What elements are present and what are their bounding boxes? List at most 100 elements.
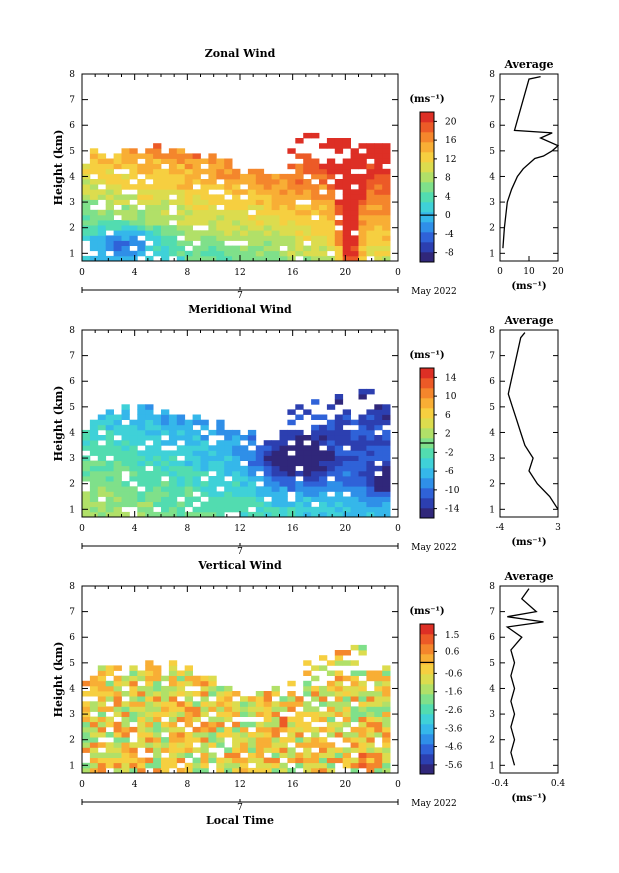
heatmap-cell	[295, 209, 304, 216]
heatmap-cell	[121, 220, 130, 226]
heatmap-cell	[342, 230, 351, 236]
heatmap-cell	[145, 255, 154, 262]
heatmap-cell	[89, 506, 99, 513]
heatmap-cell	[350, 235, 359, 241]
heatmap-cell	[200, 245, 209, 252]
heatmap-cell	[382, 670, 391, 676]
heatmap-cell	[97, 711, 107, 717]
heatmap-cell	[311, 706, 320, 712]
heatmap-cell	[168, 680, 178, 687]
y-tick-label: 2	[69, 480, 75, 490]
heatmap-cell	[374, 691, 383, 697]
heatmap-cell	[216, 230, 225, 236]
heatmap-cell	[232, 752, 241, 758]
heatmap-cell	[263, 194, 272, 200]
heatmap-cell	[374, 445, 383, 451]
heatmap-cell	[168, 496, 178, 502]
heatmap-cell	[89, 762, 99, 769]
heatmap-cell	[208, 685, 217, 692]
heatmap-cell	[232, 429, 241, 436]
heatmap-cell	[366, 721, 375, 728]
heatmap-cell	[137, 419, 146, 426]
heatmap-cell	[137, 696, 146, 702]
heatmap-cell	[303, 496, 312, 502]
heatmap-cell	[311, 173, 320, 180]
heatmap-cell	[200, 685, 209, 692]
heatmap-cell	[374, 752, 383, 758]
heatmap-cell	[200, 691, 209, 697]
heatmap-cell	[97, 153, 107, 159]
heatmap-cell	[232, 501, 241, 508]
heatmap-cell	[271, 470, 280, 477]
heatmap-cell	[326, 716, 336, 723]
heatmap-cell	[334, 726, 344, 733]
heatmap-cell	[89, 163, 99, 170]
heatmap-cell	[192, 762, 201, 769]
heatmap-cell	[224, 767, 233, 774]
heatmap-cell	[366, 250, 375, 257]
heatmap-cell	[168, 486, 178, 492]
heatmap-cell	[224, 470, 233, 477]
heatmap-cell	[319, 762, 328, 769]
heatmap-cell	[240, 450, 249, 456]
heatmap-cell	[319, 245, 328, 252]
heatmap-cell	[113, 501, 122, 508]
heatmap-cell	[350, 225, 359, 231]
heatmap-cell	[82, 168, 91, 175]
heatmap-cell	[153, 470, 162, 477]
heatmap-cell	[137, 245, 146, 252]
heatmap-cell	[208, 204, 217, 211]
heatmap-cell	[358, 235, 367, 241]
heatmap-cell	[326, 762, 336, 769]
heatmap-cell	[129, 429, 138, 436]
heatmap-cell	[224, 245, 233, 252]
heatmap-cell	[382, 691, 391, 697]
heatmap-cell	[113, 696, 122, 702]
heatmap-cell	[216, 465, 225, 472]
heatmap-cell	[145, 737, 154, 743]
heatmap-cell	[342, 255, 351, 262]
heatmap-cell	[366, 450, 375, 456]
heatmap-cell	[303, 245, 312, 252]
heatmap-cell	[287, 245, 296, 252]
heatmap-cell	[382, 501, 391, 508]
heatmap-cell	[311, 450, 320, 456]
heatmap-cell	[192, 481, 201, 487]
heatmap-cell	[121, 158, 130, 164]
heatmap-cell	[105, 742, 114, 748]
heatmap-cell	[374, 168, 383, 175]
heatmap-cell	[295, 220, 304, 226]
heatmap-cell	[113, 701, 122, 707]
heatmap-cell	[287, 726, 296, 733]
heatmap-cell	[247, 696, 257, 702]
heatmap-cell	[137, 409, 146, 415]
heatmap-cell	[382, 440, 391, 446]
colorbar-segment	[420, 468, 434, 479]
heatmap-cell	[97, 445, 107, 451]
heatmap-cell	[89, 737, 99, 743]
heatmap-cell	[303, 184, 312, 190]
heatmap-cell	[255, 230, 265, 236]
heatmap-cell	[326, 445, 336, 451]
heatmap-cell	[192, 255, 201, 262]
heatmap-cell	[89, 706, 99, 712]
heatmap-cell	[176, 435, 186, 441]
heatmap-cell	[97, 255, 107, 262]
heatmap-cell	[184, 486, 193, 492]
heatmap-cell	[129, 670, 138, 676]
heatmap-cell	[89, 701, 99, 707]
heatmap-cell	[153, 455, 162, 461]
heatmap-cell	[342, 701, 351, 707]
heatmap-cell	[382, 220, 391, 226]
heatmap-cell	[82, 491, 91, 497]
profile-x-label: (ms⁻¹)	[511, 793, 546, 804]
heatmap-cell	[176, 424, 186, 431]
heatmap-cell	[153, 158, 162, 164]
heatmap-cell	[153, 701, 162, 707]
heatmap-cell	[366, 225, 375, 231]
heatmap-cell	[287, 706, 296, 712]
colorbar-segment	[420, 624, 434, 635]
y-tick-label: 8	[69, 70, 75, 80]
heatmap-cell	[105, 235, 114, 241]
heatmap-cell	[232, 235, 241, 241]
